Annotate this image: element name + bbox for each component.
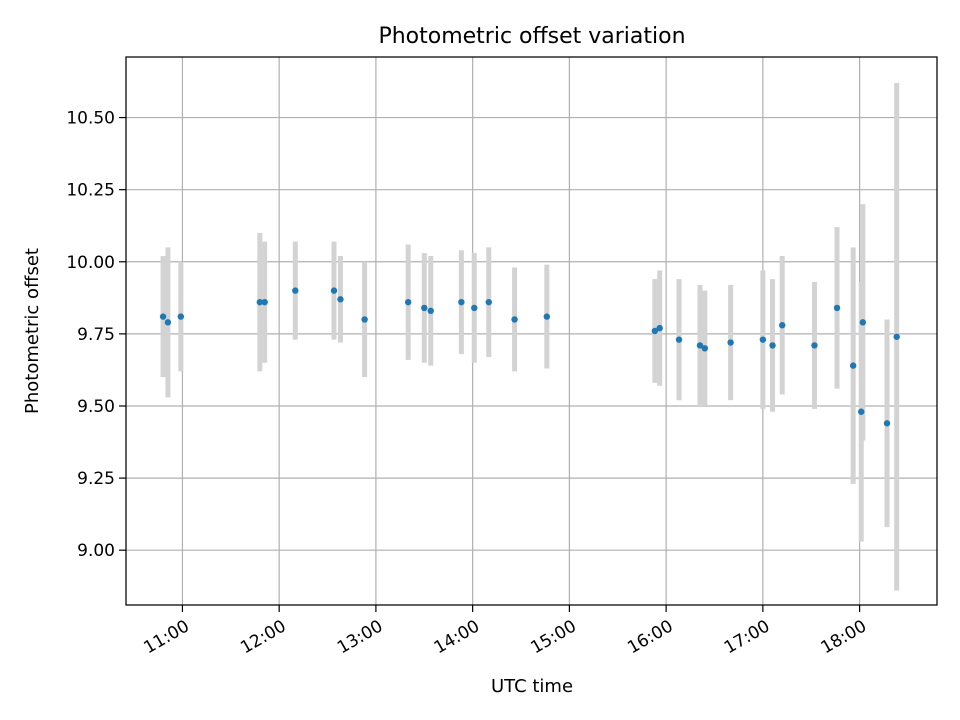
data-point bbox=[727, 339, 734, 346]
data-point bbox=[261, 298, 268, 306]
data-point bbox=[256, 298, 264, 306]
data-point bbox=[330, 287, 338, 294]
data-points bbox=[159, 287, 900, 427]
y-tick-label: 9.75 bbox=[77, 325, 115, 345]
data-point bbox=[779, 322, 786, 329]
data-point bbox=[759, 336, 767, 343]
y-tick-label: 10.00 bbox=[66, 253, 115, 273]
data-point bbox=[859, 319, 867, 326]
y-tick-label: 9.00 bbox=[77, 541, 115, 561]
data-point bbox=[159, 313, 167, 320]
data-point bbox=[696, 342, 704, 349]
data-point bbox=[292, 287, 299, 294]
plot-frame bbox=[125, 56, 938, 606]
data-point bbox=[361, 316, 368, 323]
data-point bbox=[164, 319, 172, 326]
data-point bbox=[543, 313, 551, 320]
data-point bbox=[701, 345, 709, 352]
data-point bbox=[404, 298, 412, 306]
data-point bbox=[833, 304, 841, 312]
data-point bbox=[811, 342, 818, 349]
grid bbox=[126, 57, 937, 605]
data-point bbox=[651, 327, 659, 335]
data-point bbox=[485, 298, 492, 306]
y-tick-label: 9.25 bbox=[77, 469, 115, 489]
y-axis-label: Photometric offset bbox=[22, 248, 43, 414]
data-point bbox=[458, 298, 465, 306]
y-tick-label: 9.50 bbox=[77, 397, 115, 417]
y-tick-label: 10.25 bbox=[66, 181, 115, 201]
data-point bbox=[893, 333, 900, 340]
x-axis-label: UTC time bbox=[491, 676, 573, 697]
data-point bbox=[421, 304, 428, 312]
data-point bbox=[427, 307, 434, 315]
data-point bbox=[858, 408, 865, 415]
data-point bbox=[471, 304, 478, 312]
y-tick-label: 10.50 bbox=[66, 109, 115, 129]
chart-title: Photometric offset variation bbox=[378, 24, 685, 49]
data-point bbox=[883, 420, 891, 427]
data-point bbox=[656, 324, 663, 332]
data-point bbox=[337, 296, 344, 303]
data-point bbox=[675, 336, 683, 343]
y-axis: 9.00 9.25 9.50 9.75 10.00 10.25 10.50 bbox=[66, 109, 126, 561]
data-point bbox=[849, 362, 857, 369]
data-point bbox=[511, 316, 518, 323]
data-point bbox=[177, 313, 185, 320]
data-point bbox=[769, 342, 776, 349]
